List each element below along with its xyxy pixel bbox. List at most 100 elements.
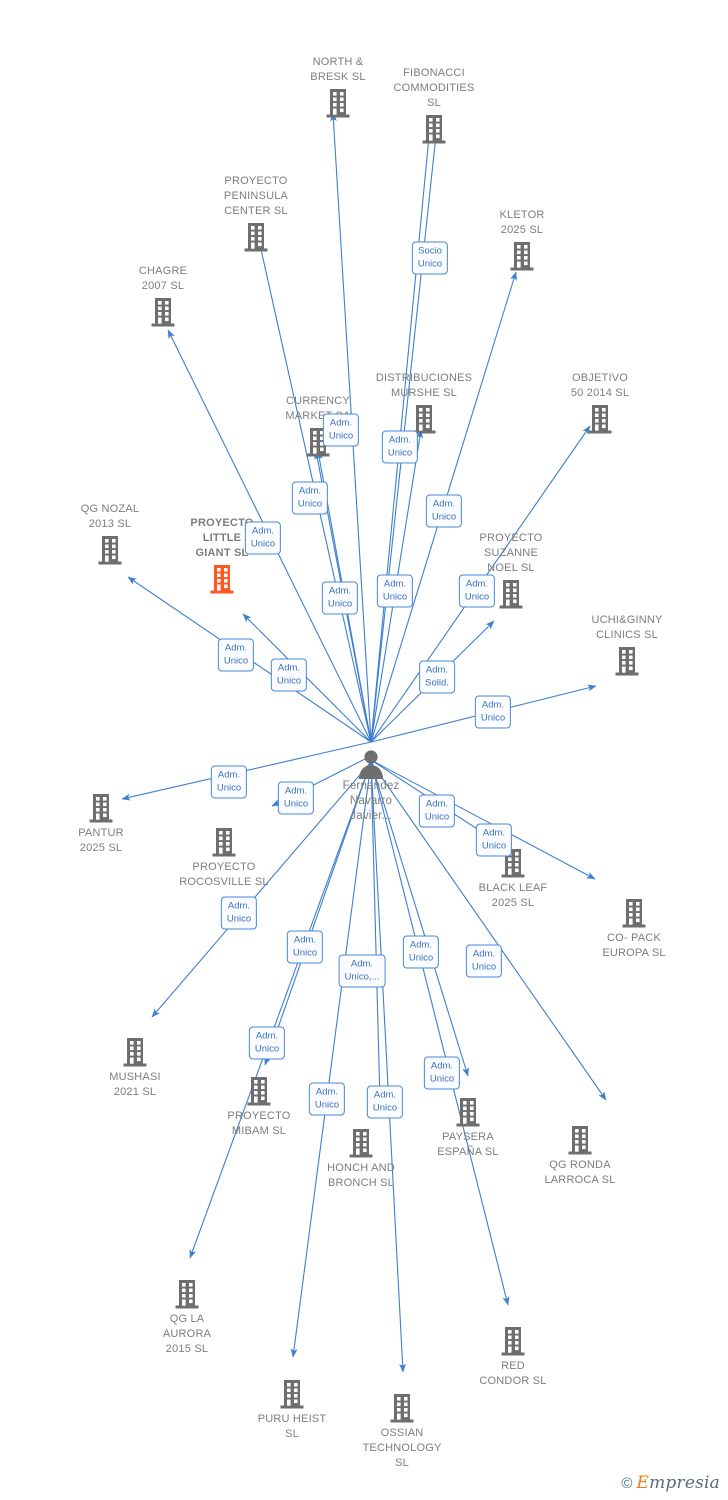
edge-label-el-adm-unico-2[interactable]: Adm. Unico (381, 430, 419, 464)
company-node-label: PROYECTO SUZANNE NOEL SL (479, 532, 543, 574)
edge-label-el-adm-unico-14[interactable]: Adm. Unico (418, 794, 456, 828)
company-node-label: PROYECTO MIBAM SL (227, 1110, 291, 1137)
edge-label-el-adm-unico-7[interactable]: Adm. Unico (376, 574, 414, 608)
building-icon (510, 242, 534, 271)
company-node-label: CHAGRE 2007 SL (138, 265, 188, 292)
edge-label-el-adm-unico-19[interactable]: Adm. Unico (402, 935, 440, 969)
edge-label-el-adm-unico-15[interactable]: Adm. Unico (475, 823, 513, 857)
building-icon (98, 536, 122, 565)
edge-label-el-adm-unico-13[interactable]: Adm. Unico (277, 781, 315, 815)
edge-label-el-adm-unico-18[interactable]: Adm. Unico,... (338, 954, 386, 988)
company-node-uchi-ginny-clinics[interactable]: UCHI&GINNY CLINICS SL (557, 613, 697, 677)
copyright-icon: © (621, 1475, 633, 1492)
edge-label-el-adm-unico-3[interactable]: Adm. Unico (291, 481, 329, 515)
company-node-label: CURRENCY MARKET SA (285, 395, 350, 422)
company-node-kletor-2025[interactable]: KLETOR 2025 SL (452, 208, 592, 272)
building-icon (280, 1380, 304, 1409)
building-icon (499, 580, 523, 609)
building-icon (501, 1327, 525, 1356)
edge-ossian-technology (370, 761, 407, 1373)
edge-label-el-adm-unico-20[interactable]: Adm. Unico (465, 944, 503, 978)
building-icon (422, 115, 446, 144)
company-node-proyecto-peninsula-center[interactable]: PROYECTO PENINSULA CENTER SL (186, 174, 326, 253)
company-node-qg-nozal-2013[interactable]: QG NOZAL 2013 SL (40, 502, 180, 566)
company-node-label: PROYECTO ROCOSVILLE SL (179, 861, 269, 888)
brand-initial: E (636, 1473, 650, 1493)
company-node-label: UCHI&GINNY CLINICS SL (591, 614, 663, 641)
company-node-currency-market[interactable]: CURRENCY MARKET SA (248, 394, 388, 458)
edge-label-el-adm-solid-1[interactable]: Adm. Solid. (419, 660, 455, 694)
person-node[interactable]: Fernandez Navarro Javier... (301, 747, 441, 824)
building-icon (175, 1280, 199, 1309)
company-node-proyecto-rocosville[interactable]: PROYECTO ROCOSVILLE SL (154, 826, 294, 890)
edge-label-el-adm-unico-23[interactable]: Adm. Unico (366, 1085, 404, 1119)
edge-label-el-adm-unico-22[interactable]: Adm. Unico (308, 1082, 346, 1116)
company-node-black-leaf-2025[interactable]: BLACK LEAF 2025 SL (443, 847, 583, 911)
person-node-label: Fernandez Navarro Javier... (342, 780, 400, 822)
edge-label-el-adm-unico-17[interactable]: Adm. Unico (286, 930, 324, 964)
edge-proyecto-little-giant (242, 613, 372, 743)
building-icon (123, 1038, 147, 1067)
company-node-proyecto-mibam[interactable]: PROYECTO MIBAM SL (189, 1075, 329, 1139)
company-node-co-pack-europa[interactable]: CO- PACK EUROPA SL (564, 897, 704, 961)
company-node-honch-and-bronch[interactable]: HONCH AND BRONCH SL (291, 1127, 431, 1191)
edge-label-el-adm-unico-12[interactable]: Adm. Unico (210, 765, 248, 799)
company-node-chagre-2007[interactable]: CHAGRE 2007 SL (93, 264, 233, 328)
company-node-pantur-2025[interactable]: PANTUR 2025 SL (31, 792, 171, 856)
building-icon (349, 1129, 373, 1158)
edge-label-el-adm-unico-5[interactable]: Adm. Unico (244, 521, 282, 555)
company-node-objetivo-50-2014[interactable]: OBJETIVO 50 2014 SL (530, 371, 670, 435)
edge-label-el-adm-unico-21[interactable]: Adm. Unico (248, 1026, 286, 1060)
company-node-fibonacci-commodities[interactable]: FIBONACCI COMMODITIES SL (364, 66, 504, 145)
company-node-label: KLETOR 2025 SL (499, 209, 545, 236)
company-node-label: BLACK LEAF 2025 SL (478, 882, 548, 909)
edge-label-el-adm-unico-9[interactable]: Adm. Unico (217, 638, 255, 672)
company-node-label: PAYSERA ESPAÑA SL (437, 1131, 499, 1158)
edge-label-el-adm-unico-8[interactable]: Adm. Unico (458, 574, 496, 608)
company-node-label: QG NOZAL 2013 SL (80, 503, 140, 530)
edge-label-el-adm-unico-4[interactable]: Adm. Unico (425, 494, 463, 528)
building-icon (212, 828, 236, 857)
company-node-puru-heist[interactable]: PURU HEIST SL (222, 1378, 362, 1442)
edge-label-el-adm-unico-6[interactable]: Adm. Unico (321, 581, 359, 615)
company-node-proyecto-little-giant[interactable]: PROYECTO LITTLE GIANT SL (152, 516, 292, 595)
company-node-label: PROYECTO LITTLE GIANT SL (190, 517, 254, 559)
watermark: © Empresia (621, 1475, 720, 1492)
edge-label-el-adm-unico-11[interactable]: Adm. Unico (474, 695, 512, 729)
edge-label-el-socio-unico[interactable]: Socio Unico (411, 241, 449, 275)
edge-label-el-adm-unico-1[interactable]: Adm. Unico (322, 413, 360, 447)
company-node-mushasi-2021[interactable]: MUSHASI 2021 SL (65, 1036, 205, 1100)
edge-label-el-adm-unico-16[interactable]: Adm. Unico (220, 896, 258, 930)
company-node-distribuciones-murshe[interactable]: DISTRIBUCIONES MURSHE SL (354, 371, 494, 435)
company-node-qg-ronda-larroca[interactable]: QG RONDA LARROCA SL (510, 1124, 650, 1188)
company-node-ossian-technology[interactable]: OSSIAN TECHNOLOGY SL (332, 1392, 472, 1471)
company-node-north-bresk[interactable]: NORTH & BRESK SL (268, 55, 408, 119)
company-node-label: QG LA AURORA 2015 SL (162, 1313, 212, 1355)
company-node-label: OSSIAN TECHNOLOGY SL (362, 1427, 442, 1469)
company-node-label: QG RONDA LARROCA SL (544, 1159, 616, 1186)
brand-name: Empresia (636, 1475, 720, 1492)
edge-puru-heist (290, 761, 372, 1358)
company-node-label: CO- PACK EUROPA SL (602, 932, 666, 959)
building-icon (412, 405, 436, 434)
building-icon (588, 405, 612, 434)
building-icon (568, 1126, 592, 1155)
brand-rest: mpresia (649, 1473, 720, 1493)
building-icon (306, 428, 330, 457)
company-node-label: PURU HEIST SL (257, 1413, 327, 1440)
company-node-proyecto-suzanne-noel[interactable]: PROYECTO SUZANNE NOEL SL (441, 531, 581, 610)
building-icon (326, 89, 350, 118)
building-icon (89, 794, 113, 823)
edge-label-el-adm-unico-10[interactable]: Adm. Unico (270, 658, 308, 692)
company-node-label: FIBONACCI COMMODITIES SL (393, 67, 475, 109)
edge-label-el-adm-unico-24[interactable]: Adm. Unico (423, 1056, 461, 1090)
company-node-paysera-espana[interactable]: PAYSERA ESPAÑA SL (398, 1096, 538, 1160)
company-node-red-condor[interactable]: RED CONDOR SL (443, 1325, 583, 1389)
company-node-label: NORTH & BRESK SL (310, 56, 366, 83)
building-icon-highlight (210, 565, 234, 594)
company-node-label: PANTUR 2025 SL (78, 827, 124, 854)
company-node-qg-la-aurora-2015[interactable]: QG LA AURORA 2015 SL (117, 1278, 257, 1357)
building-icon (622, 899, 646, 928)
company-node-label: OBJETIVO 50 2014 SL (570, 372, 630, 399)
